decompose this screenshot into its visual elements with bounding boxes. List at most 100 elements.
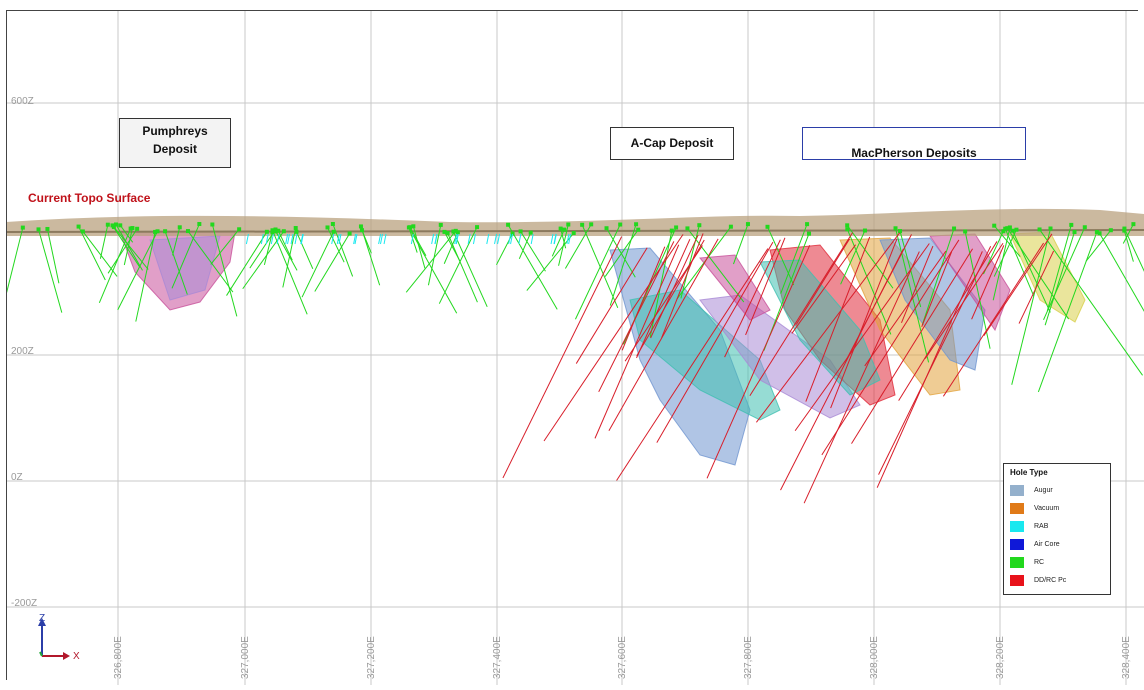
drill-collar (358, 224, 363, 229)
drill-hole-rc (119, 225, 134, 243)
x-axis-label: X (73, 651, 80, 662)
legend-item-rc: RC (1010, 553, 1110, 571)
drill-hole-rab (454, 233, 458, 245)
drill-hole-rab (379, 233, 383, 245)
drill-collar (1003, 226, 1008, 231)
drill-collar (566, 222, 571, 227)
drill-hole-dd (805, 236, 871, 402)
drill-hole-dd (864, 250, 947, 367)
drill-hole-rc (408, 227, 418, 253)
drill-hole-rab (497, 233, 501, 245)
topo-surface-label: Current Topo Surface (28, 191, 151, 205)
drill-hole-dd (830, 238, 898, 409)
drill-collar (76, 224, 81, 229)
drill-hole-rab (353, 233, 357, 245)
drill-hole-rab (486, 233, 490, 245)
drill-collar (1005, 226, 1010, 231)
legend-swatch-augur (1010, 484, 1024, 496)
drill-hole-dd (756, 232, 901, 423)
drill-hole-rab (290, 233, 294, 245)
drill-collar (270, 230, 275, 235)
drill-hole-dd (749, 232, 853, 396)
legend-label-vacuum: Vacuum (1034, 504, 1060, 512)
drill-hole-rc (993, 225, 1021, 257)
drill-hole-rc (1006, 227, 1070, 320)
drill-hole-rab (494, 233, 498, 245)
drill-hole-rc (405, 230, 457, 293)
drill-hole-rc (993, 229, 1017, 277)
legend-label-dd-rc-pc: DD/RC Pc (1034, 576, 1067, 584)
legend-swatch-air-core (1010, 538, 1024, 550)
drill-collar (604, 226, 609, 231)
drill-hole-rc (992, 227, 1011, 301)
acap-ore-body-pink (699, 254, 771, 321)
drill-hole-rc (520, 231, 546, 272)
legend-item-vacuum: Vacuum (1010, 499, 1110, 517)
drill-collar (111, 225, 116, 230)
drill-collar (893, 226, 898, 231)
drill-collar (558, 226, 563, 231)
drill-hole-rab (354, 233, 358, 245)
drill-collar (276, 228, 281, 233)
drill-collar (155, 229, 160, 234)
drill-hole-rab (287, 233, 291, 245)
easting-label-328400: 328,400E (1121, 636, 1132, 679)
drill-hole-rc (38, 229, 63, 313)
drill-hole-rc (210, 228, 240, 265)
drill-hole-rc (518, 232, 532, 260)
pumphreys-ore-body-inner (149, 235, 221, 301)
drill-collar (562, 227, 567, 232)
drill-hole-rab (300, 233, 304, 245)
drill-hole-rab (566, 233, 570, 245)
drill-collar (118, 223, 123, 228)
drill-hole-dd (845, 234, 912, 361)
drill-hole-rc (427, 224, 442, 286)
drill-collar (765, 224, 770, 229)
easting-label-327200: 327,200E (366, 636, 377, 679)
drill-collar (1072, 230, 1077, 235)
drill-hole-rab (378, 233, 382, 245)
drill-collar (506, 222, 511, 227)
drill-hole-rc (282, 227, 297, 288)
drill-hole-dd (745, 237, 786, 336)
drill-collar (273, 229, 278, 234)
pumphreys-deposit-label: Pumphreys Deposit (119, 118, 231, 168)
drill-hole-rc (98, 228, 132, 303)
drill-hole-rc (187, 230, 234, 293)
elevation-label-0z: 0Z (11, 472, 23, 483)
drill-hole-rc (361, 229, 372, 254)
drill-hole-rc (1122, 223, 1134, 244)
drill-collar (36, 227, 41, 232)
drill-hole-rc (1044, 231, 1075, 326)
easting-label-328200: 328,200E (995, 636, 1006, 679)
drill-collar (805, 222, 810, 227)
drill-hole-rab (434, 233, 438, 245)
drill-collar (697, 223, 702, 228)
drill-collar (898, 229, 903, 234)
drill-hole-dd (661, 233, 704, 338)
drill-collar (325, 225, 330, 230)
drill-hole-rab (265, 233, 269, 245)
drill-hole-rc (780, 223, 808, 294)
drill-collar (1082, 225, 1087, 230)
drill-hole-dd (575, 247, 648, 364)
drill-hole-rab (410, 233, 414, 245)
drill-hole-rc (171, 223, 200, 289)
drill-hole-rc (899, 230, 922, 308)
drill-collar (197, 222, 202, 227)
drill-collar (634, 222, 639, 227)
drill-hole-rab (455, 233, 459, 245)
drill-collar (807, 231, 812, 236)
legend-item-dd-rc-pc: DD/RC Pc (1010, 571, 1110, 589)
legend-swatch-rab (1010, 520, 1024, 532)
drill-collar (1048, 226, 1053, 231)
drill-hole-rc (272, 230, 308, 315)
drill-hole-dd (724, 239, 781, 358)
macpherson-deposits-label: MacPherson Deposits (802, 127, 1026, 160)
drill-hole-dd (983, 233, 1053, 336)
drill-hole-rc (6, 227, 24, 293)
drill-collar (264, 229, 269, 234)
drill-hole-rc (1011, 228, 1051, 385)
drill-collar (1069, 222, 1074, 227)
